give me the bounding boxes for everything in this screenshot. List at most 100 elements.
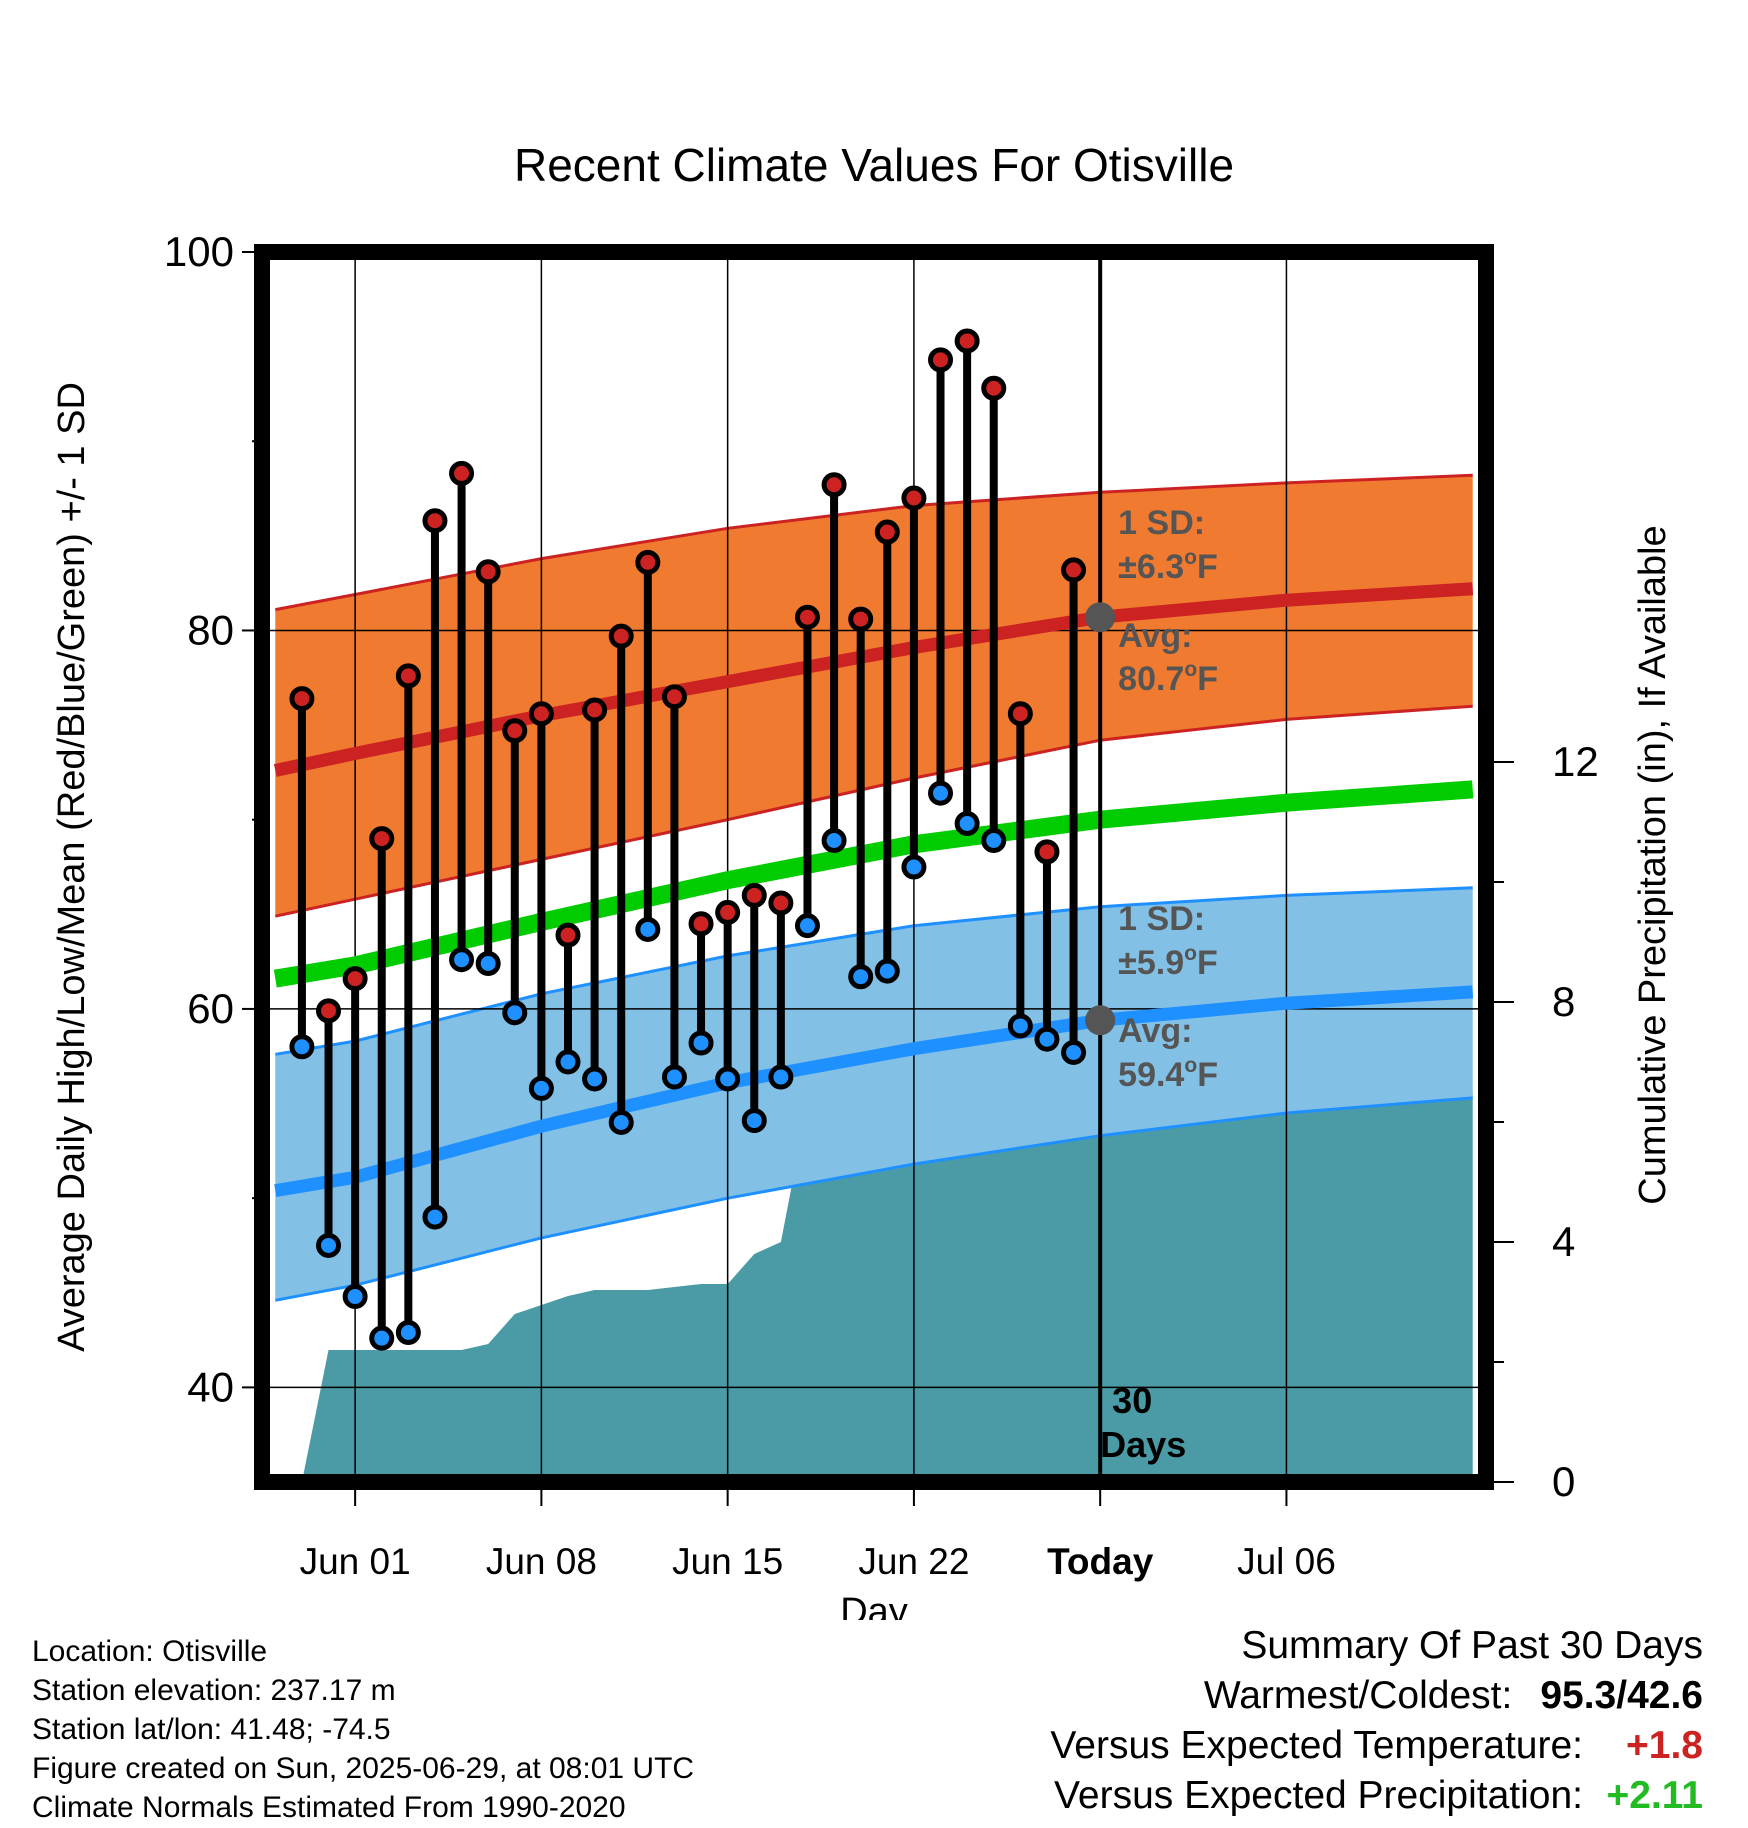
days-count-label: 30 — [1112, 1380, 1152, 1421]
y2-tick-label: 8 — [1552, 978, 1575, 1025]
x-tick-label: Jun 01 — [300, 1541, 411, 1582]
high-point — [528, 701, 554, 727]
high-point — [555, 922, 581, 948]
low-point — [528, 1075, 554, 1101]
temp-row: Versus Expected Temperature: +1.8 — [803, 1721, 1703, 1771]
high-point — [369, 826, 395, 852]
low-point — [715, 1066, 741, 1092]
station-info: Location: Otisville Station elevation: 2… — [32, 1632, 694, 1827]
low-point — [582, 1066, 608, 1092]
low-sd-value: ±5.9oF — [1118, 942, 1218, 982]
y-tick-label: 40 — [187, 1363, 234, 1410]
precip-area — [301, 1092, 1473, 1482]
high-point — [475, 559, 501, 585]
high-point — [768, 890, 794, 916]
x-tick-label: Today — [1047, 1541, 1154, 1582]
high-point — [661, 684, 687, 710]
normal-low-line — [274, 985, 1474, 1198]
summary-panel: Summary Of Past 30 Days Warmest/Coldest:… — [803, 1621, 1703, 1821]
low-avg-value: 59.4oF — [1118, 1054, 1218, 1094]
low-point — [369, 1325, 395, 1351]
y-tick-label: 100 — [164, 228, 234, 275]
high-point — [635, 549, 661, 575]
low-point — [289, 1034, 315, 1060]
low-sd-band — [275, 887, 1473, 1301]
x-tick-label: Jun 22 — [858, 1541, 969, 1582]
low-point — [928, 780, 954, 806]
high-avg-marker — [1085, 602, 1116, 633]
high-point — [395, 663, 421, 689]
low-point — [342, 1284, 368, 1310]
y-tick-label: 80 — [187, 606, 234, 653]
precip-label: Versus Expected Precipitation: — [1054, 1774, 1583, 1817]
low-point — [316, 1232, 342, 1258]
low-sd-label: 1 SD: — [1118, 900, 1205, 938]
high-point — [582, 697, 608, 723]
low-sd-upper-line — [275, 886, 1473, 1056]
summary-title: Summary Of Past 30 Days — [1241, 1624, 1703, 1667]
y2-tick-label: 12 — [1552, 738, 1599, 785]
low-point — [768, 1064, 794, 1090]
high-point — [1061, 557, 1087, 583]
y2-axis-label: Cumulative Precipitation (in), If Availa… — [1632, 525, 1674, 1204]
low-point — [741, 1108, 767, 1134]
high-point — [608, 623, 634, 649]
low-avg-label: Avg: — [1118, 1012, 1192, 1050]
low-point — [794, 913, 820, 939]
x-tick-label: Jul 06 — [1237, 1541, 1336, 1582]
low-point — [981, 828, 1007, 854]
high-point — [422, 508, 448, 534]
y-axis-label: Average Daily High/Low/Mean (Red/Blue/Gr… — [51, 382, 93, 1352]
high-avg-value: 80.7oF — [1118, 658, 1218, 698]
elevation-text: Station elevation: 237.17 m — [32, 1674, 396, 1707]
days-unit-label: Days — [1100, 1424, 1186, 1465]
high-point — [342, 966, 368, 992]
created-text: Figure created on Sun, 2025-06-29, at 08… — [32, 1752, 695, 1785]
low-point — [1007, 1013, 1033, 1039]
high-point — [928, 347, 954, 373]
low-point — [874, 958, 900, 984]
high-point — [848, 606, 874, 632]
high-point — [794, 604, 820, 630]
high-point — [901, 485, 927, 511]
high-sd-upper-line — [275, 473, 1473, 612]
plot-area — [262, 252, 1486, 1482]
high-sd-label: 1 SD: — [1118, 504, 1205, 542]
chart-title: Recent Climate Values For Otisville — [514, 139, 1234, 191]
high-point — [874, 519, 900, 545]
y2-tick-label: 0 — [1552, 1458, 1575, 1505]
plot-frame — [254, 244, 1494, 1490]
warm-cold-row: Warmest/Coldest: 95.3/42.6 — [803, 1671, 1703, 1721]
low-point — [1061, 1039, 1087, 1065]
high-point — [715, 899, 741, 925]
latlon-text: Station lat/lon: 41.48; -74.5 — [32, 1713, 391, 1746]
low-point — [422, 1204, 448, 1230]
low-sd-lower-line — [275, 1096, 1473, 1302]
temp-label: Versus Expected Temperature: — [1050, 1724, 1583, 1767]
high-point — [1007, 701, 1033, 727]
low-point — [608, 1109, 634, 1135]
x-tick-label: Jun 08 — [486, 1541, 597, 1582]
high-point — [316, 998, 342, 1024]
precip-value: +2.11 — [1606, 1774, 1703, 1817]
y-tick-label: 60 — [187, 985, 234, 1032]
high-point — [1034, 839, 1060, 865]
normal-mean-line — [273, 780, 1474, 988]
x-axis-label: Day — [840, 1591, 908, 1620]
low-point — [635, 916, 661, 942]
low-point — [395, 1320, 421, 1346]
precip-row: Versus Expected Precipitation: +2.11 — [803, 1771, 1703, 1821]
warm-cold-label: Warmest/Coldest: — [1203, 1674, 1513, 1717]
high-point — [821, 472, 847, 498]
low-point — [821, 828, 847, 854]
low-point — [954, 810, 980, 836]
warm-cold-value: 95.3/42.6 — [1540, 1674, 1703, 1717]
high-point — [449, 460, 475, 486]
low-point — [1034, 1026, 1060, 1052]
high-point — [688, 911, 714, 937]
normals-text: Climate Normals Estimated From 1990-2020 — [32, 1791, 626, 1824]
high-point — [502, 718, 528, 744]
low-point — [848, 964, 874, 990]
low-avg-marker — [1085, 1005, 1116, 1036]
